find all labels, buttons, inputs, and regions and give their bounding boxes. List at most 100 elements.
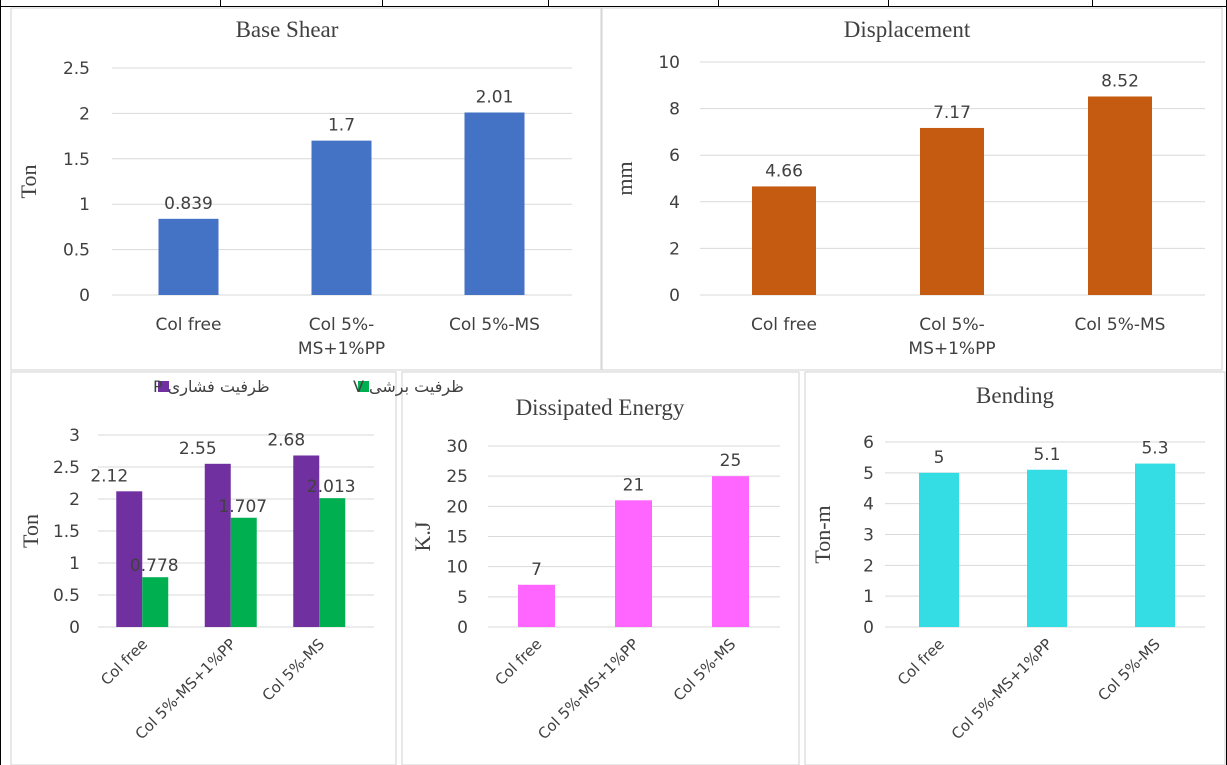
data-label: 25 [720, 451, 742, 471]
y-tick-label: 4 [863, 495, 874, 515]
y-tick-label: 2.5 [53, 458, 80, 478]
x-tick-label: Col 5%-MS [449, 315, 540, 335]
x-tick-label: MS+1%PP [908, 339, 995, 359]
y-tick-label: 4 [669, 193, 680, 213]
legend-swatch [358, 381, 369, 392]
panel-borders [10, 7, 1226, 765]
data-label: 0.778 [130, 556, 179, 576]
x-tick-label: Col 5%-MS [259, 635, 328, 704]
y-tick-label: 2 [863, 556, 874, 576]
bar [712, 476, 749, 627]
bar [230, 517, 257, 627]
bar [919, 472, 959, 627]
data-label: 2.68 [267, 430, 305, 450]
y-tick-label: 1 [863, 587, 874, 607]
bar [311, 140, 372, 295]
legend-swatch [158, 381, 169, 392]
bar [1135, 463, 1175, 627]
bar [920, 127, 984, 296]
y-tick-label: 30 [446, 437, 468, 457]
chart-title: Dissipated Energy [516, 395, 685, 420]
bar [319, 498, 346, 627]
y-tick-label: 0 [69, 618, 80, 638]
data-label: 7.17 [933, 103, 971, 123]
bar [518, 584, 555, 627]
data-label: 0.839 [164, 194, 213, 214]
legend-entry: ظرفیت فشاری P [153, 377, 270, 397]
y-tick-label: 0 [457, 618, 468, 638]
panel-capacity [10, 371, 397, 765]
y-tick-label: 1 [69, 554, 80, 574]
data-label: 7 [531, 560, 542, 580]
y-tick-label: 0 [669, 286, 680, 306]
y-axis-label: mm [612, 161, 637, 195]
data-label: 1.707 [218, 497, 267, 517]
chart-5: 0 1 2 3 4 5 6 Bending Ton-m 5 Col free 5.1 Col 5%-MS… [810, 383, 1205, 743]
x-tick-label: Col free [894, 635, 948, 689]
bar [142, 577, 169, 627]
y-tick-label: 2 [79, 104, 90, 124]
data-label: 8.52 [1101, 71, 1139, 91]
data-label: 2.55 [179, 439, 217, 459]
y-tick-label: 10 [446, 558, 468, 578]
y-tick-label: 20 [446, 497, 468, 517]
data-label: 1.7 [328, 116, 355, 136]
panel-displacement [601, 7, 1223, 371]
bar [293, 455, 320, 627]
y-tick-label: 6 [669, 146, 680, 166]
y-tick-label: 1.5 [63, 150, 90, 170]
data-label: 2.013 [307, 477, 356, 497]
y-tick-label: 0.5 [63, 241, 90, 261]
x-tick-label: MS+1%PP [298, 339, 385, 359]
x-tick-label: Col 5%-MS [670, 635, 739, 704]
bar [116, 491, 143, 627]
x-tick-label: Col 5%-MS+1%PP [948, 635, 1056, 743]
data-label: 5.3 [1141, 439, 1168, 459]
x-tick-label: Col free [156, 315, 222, 335]
x-tick-label: Col 5%-MS [1075, 315, 1166, 335]
y-tick-label: 2 [69, 490, 80, 510]
y-tick-label: 1.5 [53, 522, 80, 542]
x-tick-label: Col free [751, 315, 817, 335]
x-tick-label: Col free [491, 635, 545, 689]
y-tick-label: 1 [79, 195, 90, 215]
y-tick-label: 3 [69, 426, 80, 446]
legend: ظرفیت فشاری P ظرفیت برشی V [153, 377, 464, 397]
y-tick-label: 5 [863, 464, 874, 484]
data-label: 2.12 [90, 466, 128, 486]
data-label: 21 [623, 475, 645, 495]
chart-2: 0 2 4 6 8 10 Displacement mm 4.66 Col free 7.17 Col… [612, 17, 1205, 359]
y-axis-label: Ton-m [810, 505, 835, 563]
data-label: 4.66 [765, 161, 803, 181]
chart-title: Bending [976, 383, 1054, 408]
y-tick-label: 3 [863, 526, 874, 546]
y-tick-label: 2.5 [63, 59, 90, 79]
legend-entry: ظرفیت برشی V [353, 377, 464, 397]
x-tick-label: Col free [97, 635, 151, 689]
data-label: 2.01 [476, 87, 514, 107]
x-tick-label: Col 5%-MS+1%PP [132, 635, 240, 743]
x-tick-label: Col 5%- [919, 315, 985, 335]
bar [158, 218, 219, 295]
y-axis-label: K.J [410, 521, 435, 551]
chart-3: 0 0.5 1 1.5 2 2.5 3 Ton 2.12 0.778 Col free 2.55 1.7… [18, 377, 464, 743]
data-label: 5 [934, 448, 945, 468]
chart-title: Displacement [844, 17, 971, 42]
panel-base-shear [10, 7, 602, 371]
chart-1: 0 0.5 1 1.5 2 2.5 Base Shear Ton 0.839 Col free 1.… [16, 17, 572, 359]
chart-4: 0 5 10 15 20 25 30 Dissipated Energy K.J 7 Col fre… [410, 395, 780, 743]
y-axis-label: Ton [16, 165, 41, 199]
y-tick-label: 6 [863, 433, 874, 453]
bar [1088, 96, 1152, 295]
bar [204, 463, 231, 627]
bar [1027, 469, 1067, 627]
panel-bending [804, 371, 1226, 765]
bar [752, 186, 816, 295]
y-tick-label: 5 [457, 588, 468, 608]
y-axis-label: Ton [18, 514, 43, 548]
data-label: 5.1 [1033, 445, 1060, 465]
x-tick-label: Col 5%-MS [1094, 635, 1163, 704]
y-tick-label: 0 [863, 618, 874, 638]
y-tick-label: 25 [446, 467, 468, 487]
